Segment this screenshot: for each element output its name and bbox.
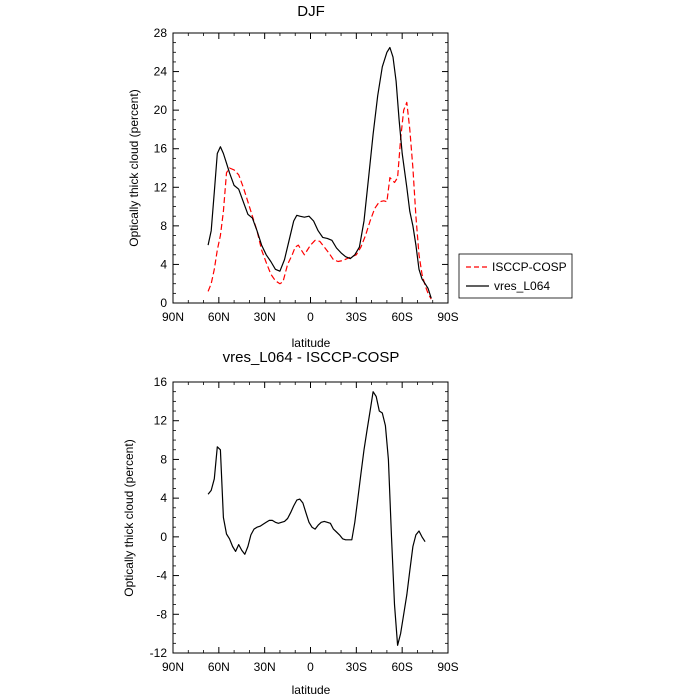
bottom-chart-x-axis-label: latitude [292, 683, 331, 697]
top-chart: DJF Optically thick cloud (percent) lati… [127, 3, 573, 350]
bottom-x-tick-label: 90S [437, 660, 458, 674]
bottom-chart-y-axis-label: Optically thick cloud (percent) [122, 439, 136, 596]
top-y-tick-label: 0 [160, 296, 167, 310]
bottom-y-tick-label: 16 [154, 375, 168, 389]
bottom-y-tick-label: 0 [160, 530, 167, 544]
top-chart-y-axis-label: Optically thick cloud (percent) [127, 89, 141, 246]
bottom-y-tick-label: -12 [150, 646, 168, 660]
bottom-x-tick-label: 60N [208, 660, 230, 674]
top-x-tick-label: 30S [346, 310, 367, 324]
top-x-tick-label: 90S [437, 310, 458, 324]
bottom-y-tick-label: 4 [160, 491, 167, 505]
legend-label-isccp: ISCCP-COSP [492, 260, 567, 274]
bottom-y-tick-label: -4 [156, 569, 167, 583]
top-x-tick-label: 60S [391, 310, 412, 324]
bottom-x-tick-label: 90N [162, 660, 184, 674]
bottom-chart-lines [207, 391, 426, 646]
top-chart-legend: ISCCP-COSP vres_L064 [458, 253, 573, 299]
bottom-y-tick-label: 12 [154, 414, 168, 428]
top-x-tick-label: 90N [162, 310, 184, 324]
bottom-y-tick-label: 8 [160, 452, 167, 466]
bottom-x-tick-label: 60S [391, 660, 412, 674]
top-x-tick-label: 30N [254, 310, 276, 324]
bottom-chart-ticks: 90N 60N 30N 0 30S 60S 90S -12 -8 -4 0 4 8 12 16 [150, 375, 459, 674]
bottom-chart-frame [172, 381, 449, 654]
top-chart-title: DJF [297, 3, 325, 20]
top-x-tick-label: 0 [307, 310, 314, 324]
top-y-tick-label: 4 [160, 257, 167, 271]
top-series-line-1 [207, 46, 432, 299]
top-chart-ticks: 90N 60N 30N 0 30S 60S 90S 0 4 8 12 16 20 24 28 [154, 26, 459, 324]
top-y-tick-label: 8 [160, 219, 167, 233]
top-series-line-0 [207, 101, 432, 300]
top-y-tick-label: 24 [154, 65, 168, 79]
bottom-x-tick-label: 0 [307, 660, 314, 674]
bottom-x-tick-label: 30S [346, 660, 367, 674]
bottom-x-tick-label: 30N [254, 660, 276, 674]
bottom-series-line-0 [207, 391, 426, 646]
bottom-chart: vres_L064 - ISCCP-COSP Optically thick c… [122, 349, 459, 697]
top-y-tick-label: 28 [154, 26, 168, 40]
bottom-y-tick-label: -8 [156, 607, 167, 621]
legend-box [458, 253, 573, 299]
bottom-chart-title: vres_L064 - ISCCP-COSP [223, 349, 400, 366]
top-y-tick-label: 16 [154, 142, 168, 156]
legend-label-vres: vres_L064 [494, 279, 550, 293]
top-chart-lines [207, 46, 432, 300]
top-y-tick-label: 12 [154, 180, 168, 194]
top-y-tick-label: 20 [154, 103, 168, 117]
top-x-tick-label: 60N [208, 310, 230, 324]
top-chart-x-axis-label: latitude [292, 336, 331, 350]
top-chart-frame [172, 32, 449, 304]
